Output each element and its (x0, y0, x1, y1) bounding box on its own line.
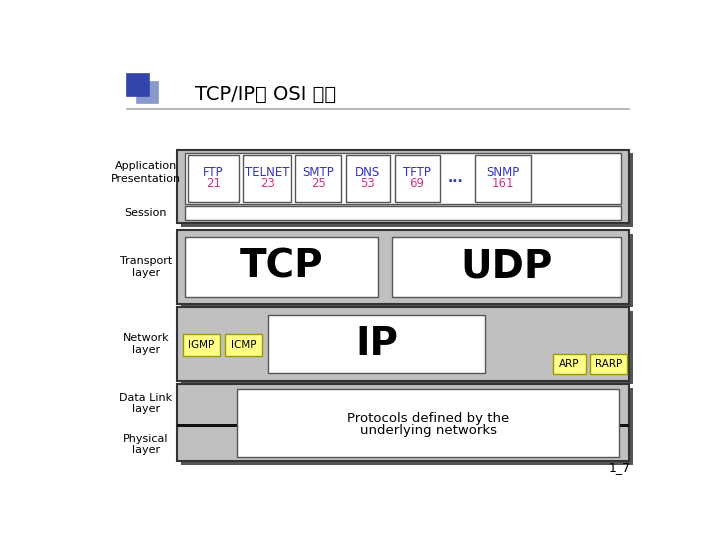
Text: Protocols defined by the: Protocols defined by the (347, 411, 510, 425)
Bar (590, 354, 627, 374)
Bar (181, 388, 632, 465)
Bar (392, 237, 621, 298)
Bar (295, 155, 341, 202)
Bar (395, 155, 439, 202)
Bar (243, 155, 291, 202)
Bar (177, 307, 629, 381)
Bar (184, 153, 621, 204)
Bar (553, 354, 586, 374)
Bar (269, 315, 485, 373)
Text: Transport
layer: Transport layer (120, 256, 172, 278)
Text: 25: 25 (311, 177, 325, 190)
Text: underlying networks: underlying networks (360, 424, 497, 437)
Text: ...: ... (448, 171, 464, 185)
Text: 23: 23 (260, 177, 274, 190)
Text: Application: Application (114, 161, 177, 171)
Bar (184, 237, 378, 298)
Text: TELNET: TELNET (245, 166, 289, 179)
Bar (177, 150, 629, 222)
Text: FTP: FTP (203, 166, 224, 179)
Bar (475, 155, 531, 202)
Text: UDP: UDP (460, 248, 553, 286)
Text: SMTP: SMTP (302, 166, 334, 179)
Bar (238, 389, 619, 457)
Text: ARP: ARP (559, 359, 579, 369)
Bar (181, 153, 632, 226)
Text: TCP: TCP (240, 248, 323, 286)
Bar (184, 206, 621, 220)
Text: TCP/IP와 OSI 모델: TCP/IP와 OSI 모델 (194, 85, 336, 104)
Text: Physical
layer: Physical layer (123, 434, 168, 455)
Text: 69: 69 (410, 177, 425, 190)
Bar (177, 423, 629, 428)
Text: SNMP: SNMP (487, 166, 520, 179)
Text: 1_7: 1_7 (609, 462, 631, 475)
Text: Presentation: Presentation (111, 174, 181, 184)
Bar (177, 384, 629, 461)
Text: RARP: RARP (595, 359, 622, 369)
Text: IGMP: IGMP (189, 340, 215, 350)
Text: TFTP: TFTP (403, 166, 431, 179)
Text: 161: 161 (492, 177, 514, 190)
Bar (183, 334, 220, 356)
Bar (225, 334, 262, 356)
Text: 53: 53 (361, 177, 375, 190)
Text: ICMP: ICMP (230, 340, 256, 350)
Bar (189, 155, 239, 202)
Bar (346, 155, 390, 202)
Text: Network
layer: Network layer (122, 333, 169, 355)
Text: Session: Session (125, 208, 167, 218)
Text: IP: IP (355, 325, 398, 363)
Bar (181, 234, 632, 307)
Bar (137, 82, 158, 103)
Bar (127, 74, 149, 96)
Text: 21: 21 (206, 177, 221, 190)
Bar (181, 311, 632, 384)
Text: DNS: DNS (355, 166, 380, 179)
Text: Data Link
layer: Data Link layer (120, 393, 172, 414)
Bar (177, 231, 629, 303)
